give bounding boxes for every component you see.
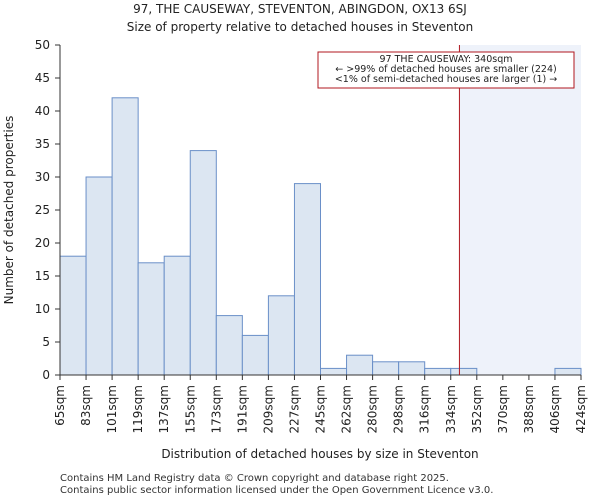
histogram-bar xyxy=(398,361,426,376)
y-tick-label: 35 xyxy=(35,137,50,151)
x-tick-label: 119sqm xyxy=(131,385,145,433)
annotation-line-1: 97 THE CAUSEWAY: 340sqm xyxy=(380,54,513,65)
x-tick-label: 352sqm xyxy=(470,385,484,433)
x-tick-label: 316sqm xyxy=(418,385,432,433)
chart-subtitle: Size of property relative to detached ho… xyxy=(126,20,474,34)
histogram-bar xyxy=(320,367,348,376)
x-tick-label: 155sqm xyxy=(183,385,197,433)
x-tick-label: 101sqm xyxy=(105,385,119,433)
histogram-bar xyxy=(346,354,374,376)
histogram-bar xyxy=(163,255,191,376)
x-tick-label: 83sqm xyxy=(79,385,93,426)
annotation-line-3: <1% of semi-detached houses are larger (… xyxy=(335,74,557,85)
y-tick-label: 25 xyxy=(35,203,50,217)
y-tick-label: 0 xyxy=(42,368,50,382)
x-tick-label: 370sqm xyxy=(496,385,510,433)
y-tick-label: 10 xyxy=(35,302,50,316)
histogram-bar xyxy=(59,255,87,376)
histogram-bar xyxy=(450,367,478,376)
histogram-bar xyxy=(241,334,269,376)
x-tick-label: 334sqm xyxy=(444,385,458,433)
histogram-bar xyxy=(554,367,582,376)
larger-region-highlight xyxy=(459,45,581,375)
x-tick-label: 388sqm xyxy=(522,385,536,433)
x-tick-label: 406sqm xyxy=(548,385,562,433)
x-tick-label: 298sqm xyxy=(392,385,406,433)
x-axis-label: Distribution of detached houses by size … xyxy=(161,447,478,461)
y-tick-label: 5 xyxy=(42,335,50,349)
property-annotation: 97 THE CAUSEWAY: 340sqm ← >99% of detach… xyxy=(317,51,575,89)
y-tick-label: 45 xyxy=(35,71,50,85)
x-tick-label: 424sqm xyxy=(574,385,588,433)
x-tick-label: 262sqm xyxy=(340,385,354,433)
histogram-bar xyxy=(424,367,452,376)
histogram-bar xyxy=(111,97,139,376)
histogram-bar xyxy=(293,183,322,376)
y-tick-label: 20 xyxy=(35,236,50,250)
chart-title: 97, THE CAUSEWAY, STEVENTON, ABINGDON, O… xyxy=(133,2,467,16)
y-tick-label: 40 xyxy=(35,104,50,118)
x-tick-label: 173sqm xyxy=(209,385,223,433)
y-tick-label: 30 xyxy=(35,170,50,184)
x-tick-label: 227sqm xyxy=(287,385,301,433)
y-tick-label: 15 xyxy=(35,269,50,283)
histogram-bar xyxy=(189,150,217,376)
histogram-bar xyxy=(85,176,113,376)
x-tick-label: 191sqm xyxy=(235,385,249,433)
footer-licence: Contains public sector information licen… xyxy=(60,485,494,496)
footer-copyright: Contains HM Land Registry data © Crown c… xyxy=(60,473,449,484)
x-tick-label: 280sqm xyxy=(366,385,380,433)
histogram-bar xyxy=(215,315,243,376)
x-tick-label: 209sqm xyxy=(261,385,275,433)
x-tick-label: 65sqm xyxy=(53,385,67,426)
histogram-bar xyxy=(372,361,400,376)
y-tick-label: 50 xyxy=(35,38,50,52)
annotation-line-2: ← >99% of detached houses are smaller (2… xyxy=(335,64,556,75)
x-tick-label: 245sqm xyxy=(314,385,328,433)
histogram-bar xyxy=(267,295,295,376)
histogram-bar xyxy=(137,262,165,376)
x-tick-label: 137sqm xyxy=(157,385,171,433)
y-axis-label: Number of detached properties xyxy=(2,116,16,305)
